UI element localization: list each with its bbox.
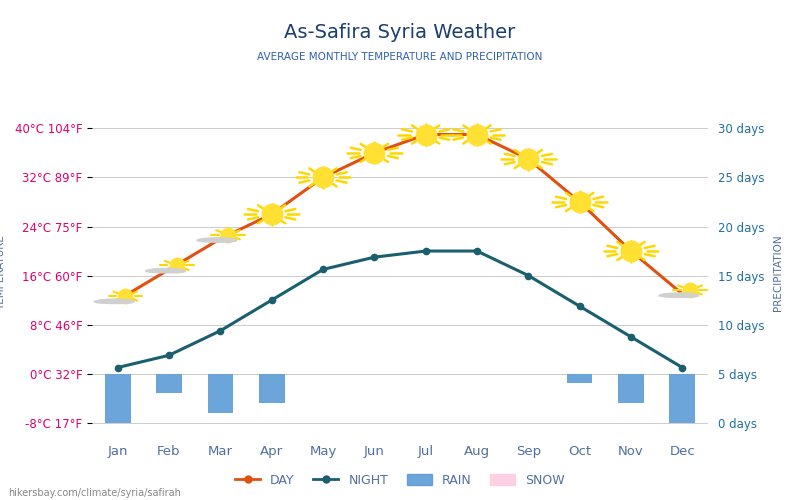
Ellipse shape [218, 239, 237, 242]
Ellipse shape [94, 300, 118, 303]
Point [266, 210, 278, 218]
Ellipse shape [166, 270, 186, 272]
Bar [207, 374, 233, 413]
Point [119, 292, 132, 300]
Ellipse shape [146, 270, 169, 272]
Point [522, 155, 534, 163]
Point [368, 149, 381, 157]
Y-axis label: PRECIPITATION: PRECIPITATION [773, 234, 782, 311]
Point [317, 174, 330, 182]
Point [470, 130, 483, 138]
Text: As-Safira Syria Weather: As-Safira Syria Weather [284, 22, 516, 42]
Ellipse shape [97, 299, 134, 304]
Point [222, 231, 234, 239]
Bar [259, 374, 285, 403]
Bar [567, 374, 593, 384]
Bar [105, 374, 130, 422]
Point [625, 247, 638, 255]
Ellipse shape [662, 293, 698, 298]
Ellipse shape [659, 294, 682, 297]
Point [684, 286, 697, 294]
Ellipse shape [197, 239, 220, 242]
Bar [670, 374, 695, 422]
Ellipse shape [114, 300, 134, 303]
Bar [156, 374, 182, 394]
Text: AVERAGE MONTHLY TEMPERATURE AND PRECIPITATION: AVERAGE MONTHLY TEMPERATURE AND PRECIPIT… [258, 52, 542, 62]
Y-axis label: TEMPERATURE: TEMPERATURE [0, 235, 6, 310]
Text: hikersbay.com/climate/syria/safirah: hikersbay.com/climate/syria/safirah [8, 488, 181, 498]
Point [170, 262, 183, 270]
Point [574, 198, 586, 206]
Bar [618, 374, 644, 403]
Ellipse shape [148, 268, 185, 273]
Legend: DAY, NIGHT, RAIN, SNOW: DAY, NIGHT, RAIN, SNOW [230, 469, 570, 492]
Point [419, 130, 432, 138]
Ellipse shape [199, 238, 236, 242]
Ellipse shape [679, 294, 698, 297]
